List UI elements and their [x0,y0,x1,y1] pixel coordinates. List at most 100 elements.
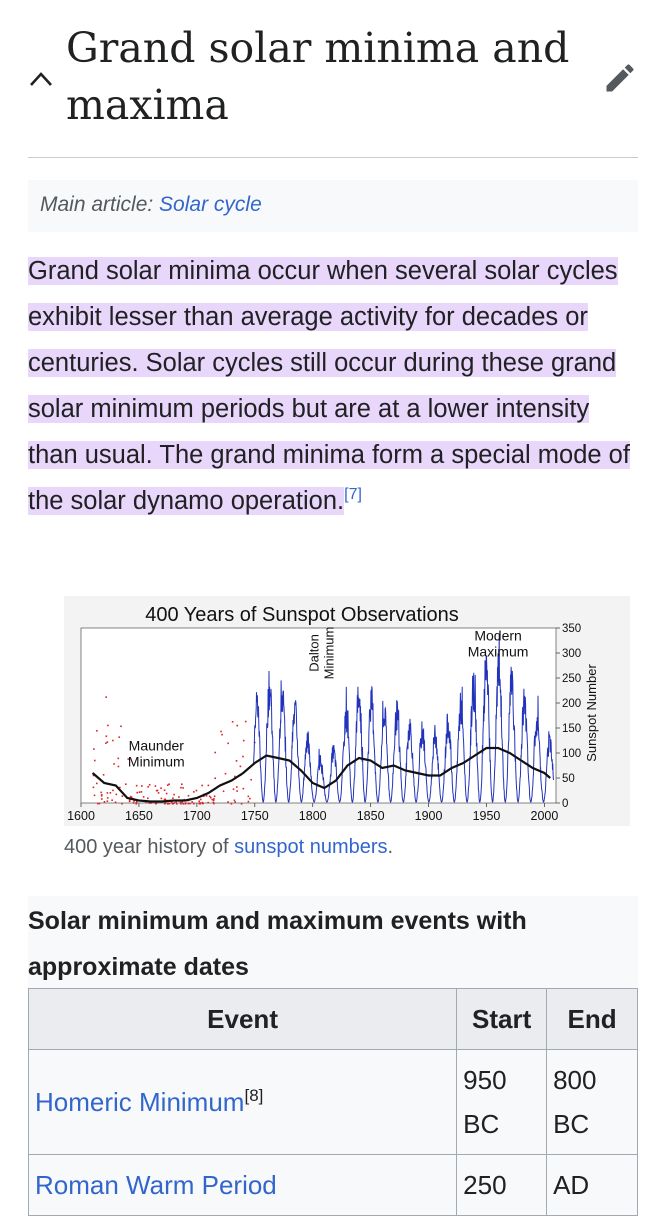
start-cell: 950 BC [456,1049,548,1155]
observation-dot [202,802,204,805]
y-tick-label: 0 [562,798,568,810]
observation-dot [191,801,193,803]
event-ref[interactable]: [8] [244,1086,264,1105]
observation-dot [220,730,222,733]
event-cell: Homeric Minimum[8] [27,1049,458,1155]
observation-dot [128,799,131,802]
observation-dot [105,696,107,698]
observation-dot [163,789,166,792]
observation-dot [213,795,216,798]
x-axis-ticks: 1600 1650 1700 1750 1800 1850 1900 1950 2000 [67,803,558,823]
observation-dot [212,799,215,802]
observation-dot [138,791,141,793]
observation-dot [221,733,223,736]
header-start[interactable]: Start [456,988,548,1050]
observation-dot [106,800,109,803]
citation-link[interactable]: [7] [344,486,362,503]
table-row: Roman Warm Period 250 AD [27,1154,638,1216]
observation-dot [103,801,106,803]
observation-dot [181,801,183,803]
x-tick-label: 1900 [415,809,443,823]
hatnote-prefix: Main article: [40,193,160,216]
observation-dot [111,799,113,802]
observation-dot [148,802,151,804]
observation-dot [208,795,211,798]
annotation-line: Maunder [129,738,185,754]
observation-dot [93,759,96,762]
observation-dot [100,794,103,796]
observation-dot [130,796,133,799]
observation-dot [193,802,195,805]
observation-dot [249,797,251,800]
observation-dot [165,792,168,795]
annotation-line: Dalton [306,634,321,672]
end-cell: 800 BC [546,1049,638,1155]
observation-dot [247,800,250,803]
table-caption: Solar minimum and maximum events with ap… [28,896,638,988]
header-end[interactable]: End [546,988,638,1050]
observation-dot [176,802,178,805]
sunspot-numbers-link[interactable]: sunspot numbers [234,836,388,858]
chart-title: 400 Years of Sunspot Observations [145,604,459,626]
observation-dot [172,802,174,805]
observation-dot [142,796,145,798]
observation-dot [227,801,229,803]
heading-divider [28,157,638,158]
observation-dot [112,739,114,742]
observation-dot [224,772,227,775]
observation-dot [180,783,183,786]
observation-dot [242,755,244,758]
observation-dot [92,786,95,789]
observation-dot [164,802,167,804]
y-tick-label: 150 [562,723,581,735]
table-header-row: Event Start End [27,988,638,1050]
observation-dot [100,791,102,794]
observation-dot [160,797,163,800]
main-article-link[interactable]: Solar cycle [159,193,262,216]
pencil-edit-icon[interactable] [602,60,638,96]
y-tick-label: 250 [562,673,581,685]
observation-dot [154,802,157,805]
event-link[interactable]: Homeric Minimum [35,1087,245,1117]
chevron-up-icon[interactable] [28,68,54,88]
observation-dot [93,794,96,797]
observation-dot [106,792,109,794]
sunspot-chart[interactable]: 400 Years of Sunspot Observations 1600 16… [64,596,630,826]
observation-dot [147,785,149,788]
observation-dot [173,793,175,796]
observation-dot [107,724,109,727]
observation-dot [136,791,139,794]
x-tick-label: 1950 [473,809,501,823]
section-heading-bar: Grand solar minima and maxima [0,0,666,160]
y-axis-ticks: 0 50 100 150 200 250 300 350 [556,623,581,810]
header-event[interactable]: Event [27,988,458,1050]
observation-dot [128,800,131,803]
observation-dot [101,798,103,800]
section-title: Grand solar minima and maxima [66,24,570,129]
observation-dot [133,800,135,802]
observation-dot [105,735,108,738]
observation-dot [127,758,130,760]
observation-dot [213,798,215,800]
observation-dot [210,796,212,799]
observation-dot [166,784,169,787]
observation-dot [170,801,173,804]
y-tick-label: 200 [562,698,581,710]
observation-dot [180,786,182,789]
observation-dot [235,786,238,788]
observation-dot [164,798,167,801]
observation-dot [201,802,204,805]
observation-dot [93,748,95,750]
observation-dot [136,800,138,803]
observation-dot [199,802,201,804]
observation-dot [182,787,184,789]
observation-dot [106,797,109,799]
caption-suffix: . [387,836,394,858]
observation-dot [184,802,187,804]
observation-dot [193,791,195,793]
observation-dot [233,799,236,802]
y-axis-label: Sunspot Number [584,664,599,762]
observation-dot [211,798,213,801]
event-link[interactable]: Roman Warm Period [35,1170,277,1200]
annotation-line: Maximum [468,644,529,660]
